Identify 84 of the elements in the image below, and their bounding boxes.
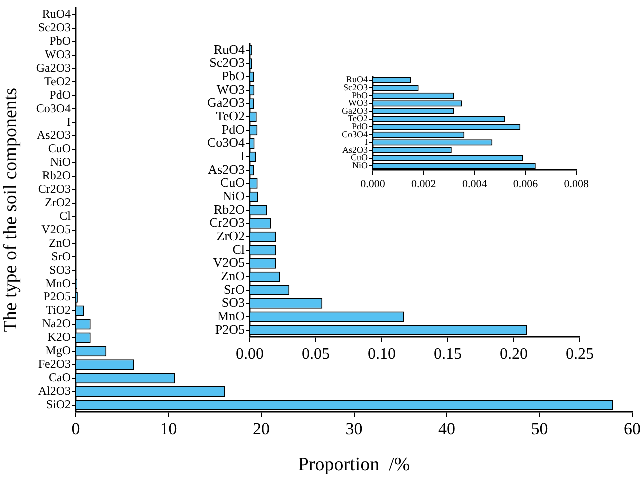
y-tick-label: CuO <box>350 152 368 163</box>
y-tick-label: Co3O4 <box>36 101 71 116</box>
y-tick-label: TeO2 <box>44 74 71 88</box>
y-tick-label: RuO4 <box>214 42 246 57</box>
y-axis-title: The type of the soil components <box>0 88 22 332</box>
y-tick-label: Co3O4 <box>342 129 368 140</box>
x-tick-label: 0.00 <box>236 346 264 363</box>
y-tick-label: CuO <box>220 175 245 190</box>
y-tick-label: ZrO2 <box>45 196 71 210</box>
y-tick-label: P2O5 <box>44 290 71 304</box>
y-tick-label: V2O5 <box>42 222 71 236</box>
x-tick-label: 0.008 <box>564 178 590 190</box>
y-tick-label: Sc2O3 <box>344 82 368 92</box>
y-tick-label: TeO2 <box>348 114 368 124</box>
y-tick-label: As2O3 <box>208 162 245 177</box>
y-tick-label: WO3 <box>45 47 71 62</box>
y-tick-label: K2O <box>48 330 72 344</box>
x-tick-label: 0.006 <box>513 178 539 190</box>
y-tick-label: I <box>365 137 368 148</box>
y-tick-label: As2O3 <box>36 128 71 142</box>
y-tick-label: I <box>67 114 71 129</box>
y-tick-label: Cl <box>60 208 72 223</box>
y-tick-label: SO3 <box>222 295 245 310</box>
y-tick-label: RuO4 <box>346 74 368 85</box>
y-tick-label: SrO <box>224 282 245 297</box>
y-tick-label: I <box>240 148 245 164</box>
x-tick-label: 20 <box>253 420 270 439</box>
x-tick-label: 0.20 <box>500 346 528 363</box>
y-tick-label: MnO <box>46 276 72 290</box>
y-tick-label: TiO2 <box>46 303 71 318</box>
y-tick-label: PbO <box>352 90 368 100</box>
y-tick-label: NiO <box>50 155 72 170</box>
y-tick-label: As2O3 <box>342 144 368 155</box>
x-tick-label: 0 <box>72 420 80 439</box>
y-tick-label: PdO <box>50 88 72 102</box>
y-tick-label: SiO2 <box>46 397 71 412</box>
y-tick-label: SrO <box>52 249 72 264</box>
y-tick-label: Ga2O3 <box>207 95 245 110</box>
y-tick-label: ZrO2 <box>216 228 245 244</box>
y-tick-label: Na2O <box>42 316 72 331</box>
x-tick-label: 60 <box>624 420 641 439</box>
x-tick-label: 0.25 <box>566 346 594 363</box>
y-tick-label: MnO <box>218 308 245 324</box>
y-tick-label: Sc2O3 <box>210 55 245 70</box>
y-tick-label: PbO <box>50 34 72 48</box>
y-tick-label: ZnO <box>221 268 245 284</box>
x-tick-label: 0.05 <box>302 346 330 363</box>
x-tick-label: 0.15 <box>434 346 462 363</box>
y-tick-label: Ga2O3 <box>36 60 71 75</box>
y-tick-label: SO3 <box>50 262 71 277</box>
y-tick-label: Sc2O3 <box>38 20 71 35</box>
y-tick-label: NiO <box>222 188 245 204</box>
x-tick-label: 0.10 <box>368 346 396 363</box>
x-axis-title: Proportion /% <box>298 454 410 476</box>
y-tick-label: CaO <box>49 370 72 385</box>
x-tick-label: 40 <box>438 420 456 439</box>
y-tick-label: PdO <box>352 121 368 132</box>
y-tick-label: Cr2O3 <box>210 215 245 230</box>
y-tick-label: NiO <box>352 160 368 170</box>
y-tick-label: RuO4 <box>42 7 71 22</box>
x-tick-label: 50 <box>531 420 548 439</box>
y-tick-label: CuO <box>48 142 72 156</box>
y-tick-label: Rb2O <box>214 202 245 217</box>
y-tick-label: Cr2O3 <box>38 182 71 196</box>
x-tick-label: 10 <box>160 420 178 439</box>
y-tick-label: PbO <box>222 68 245 84</box>
y-tick-label: Al2O3 <box>38 384 71 398</box>
y-tick-label: WO3 <box>216 82 245 97</box>
y-tick-label: WO3 <box>348 98 368 108</box>
y-tick-label: MgO <box>46 344 72 358</box>
y-tick-label: ZnO <box>49 236 72 250</box>
y-tick-label: V2O5 <box>213 255 245 270</box>
x-tick-label: 0.002 <box>412 178 436 190</box>
y-tick-label: Cl <box>232 242 246 257</box>
y-tick-label: Ga2O3 <box>342 106 368 116</box>
y-tick-label: PdO <box>222 122 245 137</box>
x-tick-label: 30 <box>346 420 363 439</box>
y-tick-label: Fe2O3 <box>38 357 71 372</box>
y-tick-label: P2O5 <box>215 322 245 337</box>
x-tick-label: 0.004 <box>462 178 488 190</box>
y-tick-label: TeO2 <box>216 108 245 124</box>
y-tick-label: Co3O4 <box>207 135 246 150</box>
y-tick-label: Rb2O <box>42 168 72 183</box>
x-tick-label: 0.000 <box>360 178 386 190</box>
